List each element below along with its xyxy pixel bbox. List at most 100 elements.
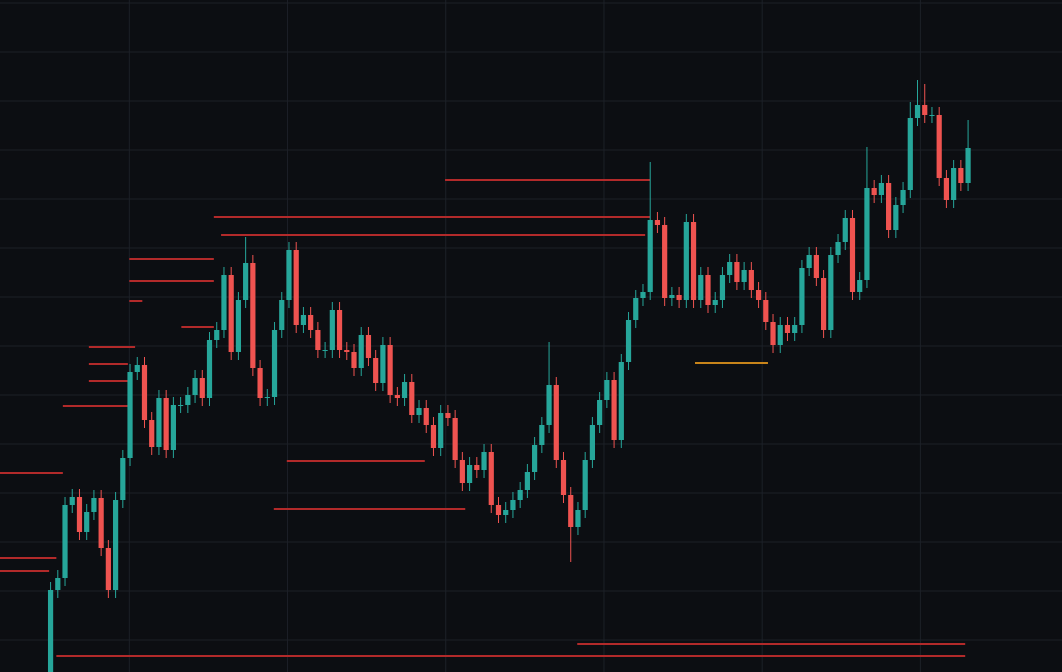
candle-body [84,512,90,532]
candle-body [47,590,54,672]
candle-body [604,380,610,400]
candle-body [857,280,863,292]
candle-body [91,498,97,512]
candle-body [878,183,884,195]
candle-body [813,255,819,278]
candle-body [828,255,834,330]
candle-body [430,425,437,448]
candle-body [365,335,372,358]
candle-body [279,300,285,330]
candle-body [271,330,278,397]
candle-body [517,490,523,500]
candle-body [633,298,639,320]
candle-body [264,397,270,398]
candle-body [799,268,805,325]
candle-body [423,408,429,425]
candle-body [734,262,740,282]
candle-body [842,218,848,242]
candle-body [466,465,473,483]
candle-body [914,105,921,118]
candle-body [459,460,465,483]
candle-body [669,295,675,298]
candle-body [235,300,242,352]
candle-body [243,263,249,300]
candle-body [351,352,357,368]
candle-body [336,310,343,350]
candle-body [503,510,509,515]
candle-body [380,345,386,383]
candle-body [322,350,328,351]
candle-body [250,263,256,368]
candle-body [792,325,798,333]
candle-body [416,408,422,415]
candle-body [958,168,964,183]
candle-body [777,325,783,345]
candle-body [647,220,653,292]
candle-body [965,148,971,183]
candle-body [120,458,126,500]
candle-body [886,183,892,230]
candle-body [409,382,415,415]
candle-body [893,205,899,230]
candle-body [907,118,913,190]
candle-body [308,315,314,330]
candle-body [373,358,379,383]
candle-body [214,330,220,340]
candle-body [329,310,335,350]
candle-body [185,395,191,405]
candle-body [445,413,451,418]
candle-body [929,115,935,116]
candle-body [864,188,870,280]
candle-body [539,425,545,445]
candle-body [134,365,140,372]
candle-body [640,292,646,298]
candle-body [900,190,906,205]
candle-body [76,497,83,532]
candle-body [394,395,400,398]
candle-body [936,115,942,178]
candle-body [662,225,668,298]
candle-body [546,385,552,425]
candle-body [315,330,321,350]
candle-body [712,300,718,305]
candle-body [784,325,791,333]
candle-body [524,472,530,490]
candle-body [452,418,458,460]
candle-body [149,420,155,447]
candle-body [553,385,559,460]
candle-body [163,398,169,450]
candle-body [286,250,292,300]
candle-body [387,345,393,395]
candle-body [69,497,75,505]
candle-body [755,290,762,300]
candle-body [820,278,827,330]
candle-body [922,105,928,115]
candle-body [676,295,682,300]
candle-body [510,500,516,510]
candle-body [532,445,538,472]
candle-body [849,218,856,292]
candle-body [112,500,119,590]
candle-body [495,505,502,515]
candle-body [770,322,776,345]
candle-body [105,548,111,590]
candle-body [300,315,307,325]
candle-body [698,275,704,300]
candle-body [589,425,596,460]
candle-body [690,222,697,300]
candle-body [438,413,444,448]
candle-body [55,578,61,590]
candle-body [741,270,747,282]
candle-body [221,275,227,330]
candle-body [488,452,494,505]
candle-body [582,460,588,510]
candle-body [178,405,184,406]
candle-body [293,250,299,325]
candle-body [951,168,957,200]
candle-body [170,405,176,450]
candle-body [401,382,408,398]
candle-body [625,320,632,362]
candle-body [835,242,841,255]
